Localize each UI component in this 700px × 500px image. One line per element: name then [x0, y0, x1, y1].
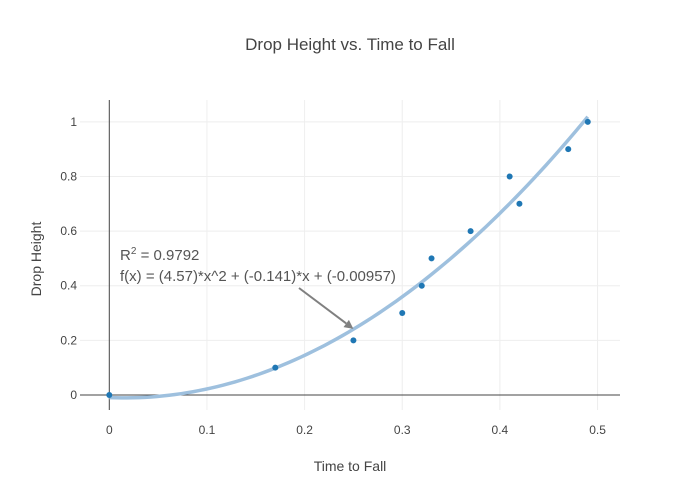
- r-squared-value: = 0.9792: [136, 247, 199, 264]
- y-tick-label: 0.2: [60, 333, 77, 347]
- chart-title: Drop Height vs. Time to Fall: [245, 35, 455, 54]
- x-tick-label: 0.2: [296, 423, 313, 437]
- data-point: [584, 118, 591, 125]
- data-point: [350, 337, 357, 344]
- annotation-arrow: [298, 287, 347, 325]
- y-tick-label: 0: [70, 388, 77, 402]
- annotation-arrow-head: [343, 319, 354, 329]
- fit-equation: f(x) = (4.57)*x^2 + (-0.141)*x + (-0.009…: [120, 268, 396, 285]
- x-tick-label: 0.5: [589, 423, 606, 437]
- y-tick-label: 0.8: [60, 169, 77, 183]
- fit-curve: [109, 115, 590, 400]
- x-tick-label: 0.3: [394, 423, 411, 437]
- r-squared-label: R2 = 0.9792: [120, 246, 199, 264]
- data-point: [399, 310, 406, 317]
- data-point: [516, 200, 523, 207]
- r-squared-symbol: R: [120, 247, 131, 264]
- y-tick-label: 1: [70, 115, 77, 129]
- x-tick-label: 0.1: [199, 423, 216, 437]
- x-tick-label: 0: [106, 423, 113, 437]
- y-tick-label: 0.4: [60, 279, 77, 293]
- data-point: [467, 228, 474, 235]
- data-points: [106, 118, 591, 398]
- x-tick-label: 0.4: [492, 423, 509, 437]
- data-point: [272, 364, 279, 371]
- tick-labels: 0 0.1 0.2 0.3 0.4 0.5 0 0.2 0.4 0.6 0.8 1: [60, 115, 606, 437]
- y-axis-title: Drop Height: [28, 222, 44, 297]
- data-point: [428, 255, 435, 262]
- data-point: [506, 173, 513, 180]
- y-tick-label: 0.6: [60, 224, 77, 238]
- data-point: [565, 146, 572, 153]
- r-squared-exponent: 2: [131, 246, 137, 257]
- data-point: [418, 282, 425, 289]
- annotation: R2 = 0.9792 f(x) = (4.57)*x^2 + (-0.141)…: [120, 246, 396, 329]
- x-axis-title: Time to Fall: [314, 458, 387, 474]
- grid: [80, 100, 620, 410]
- data-point: [106, 391, 113, 398]
